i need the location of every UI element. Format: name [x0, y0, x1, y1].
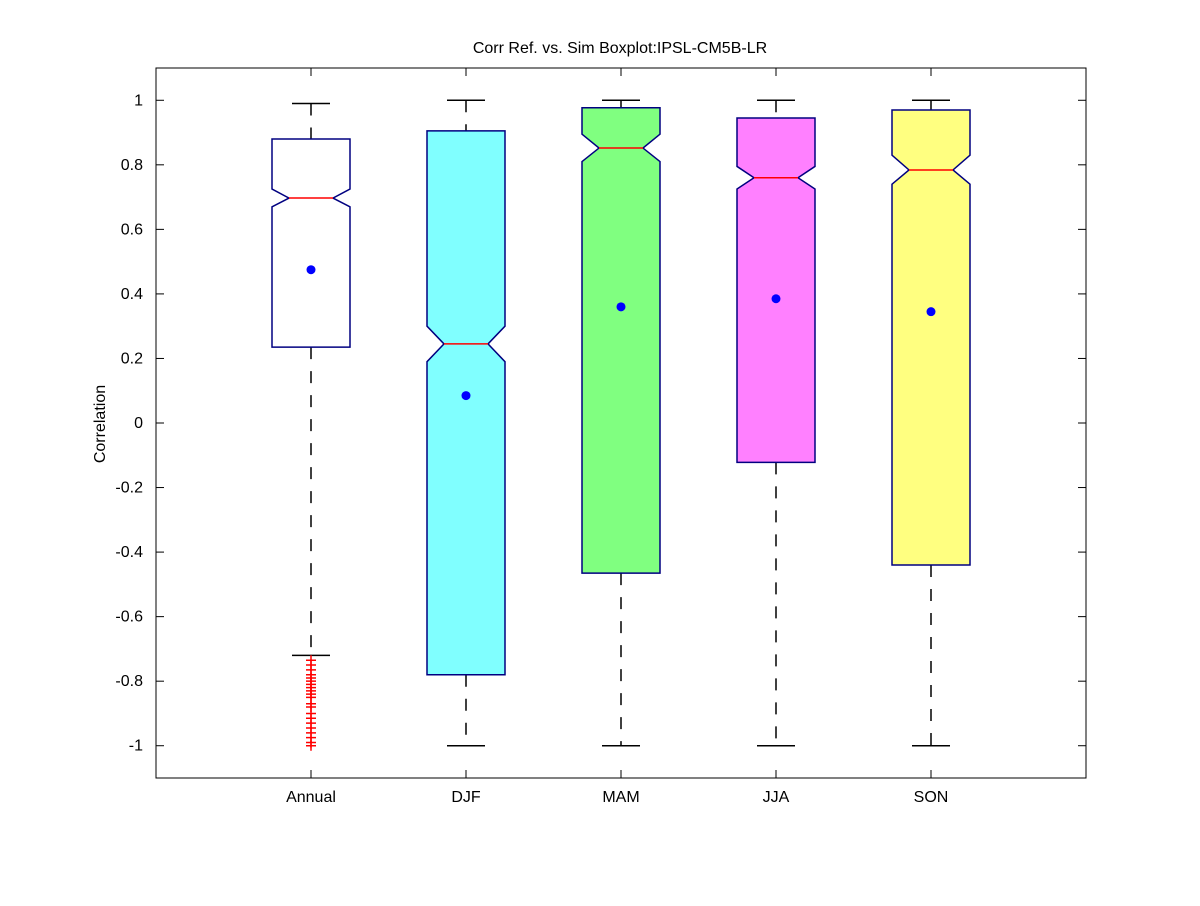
- mean-marker: [926, 307, 936, 317]
- x-tick-label: DJF: [451, 789, 481, 806]
- x-tick-label: JJA: [763, 789, 790, 806]
- y-tick-label: 0: [134, 415, 143, 432]
- chart-title: Corr Ref. vs. Sim Boxplot:IPSL-CM5B-LR: [473, 40, 767, 57]
- y-tick-label: -0.2: [115, 480, 143, 497]
- box-djf: [426, 130, 506, 676]
- x-tick-label: SON: [914, 789, 949, 806]
- y-tick-label: -0.4: [115, 544, 143, 561]
- mean-marker: [306, 265, 316, 275]
- y-tick-label: 0.4: [121, 286, 143, 303]
- mean-marker: [616, 302, 626, 312]
- plot-area: -1 -0.8 -0.6 -0.4 -0.2 0 0.2 0.4 0.6 0.8 1 Annual DJ…: [115, 67, 1087, 806]
- mean-marker: [461, 391, 471, 401]
- mean-marker: [771, 294, 781, 304]
- x-tick-label: MAM: [602, 789, 639, 806]
- y-tick-label: 1: [134, 92, 143, 109]
- box-jja: [736, 117, 816, 464]
- box-annual: [271, 138, 351, 348]
- x-tick-label: Annual: [286, 789, 336, 806]
- box-mam: [581, 106, 661, 574]
- y-axis-label: Correlation: [92, 385, 109, 463]
- y-tick-label: -0.8: [115, 673, 143, 690]
- y-tick-label: -1: [129, 738, 143, 755]
- y-tick-label: 0.8: [121, 157, 143, 174]
- box-son: [891, 109, 971, 566]
- y-tick-label: -0.6: [115, 609, 143, 626]
- y-tick-label: 0.2: [121, 350, 143, 367]
- outlier-marker: [306, 740, 316, 751]
- y-tick-label: 0.6: [121, 221, 143, 238]
